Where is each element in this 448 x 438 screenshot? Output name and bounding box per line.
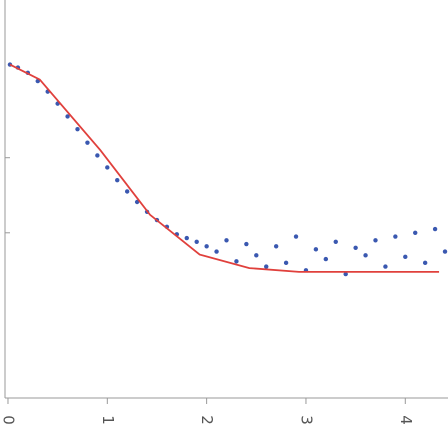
data-point bbox=[115, 178, 120, 183]
data-point bbox=[214, 249, 219, 254]
data-point bbox=[194, 239, 199, 245]
data-point bbox=[254, 253, 259, 258]
x-tick-label: 2 bbox=[198, 415, 216, 425]
data-point bbox=[184, 235, 189, 241]
x-tick-label: 1 bbox=[99, 415, 117, 425]
data-point bbox=[343, 271, 348, 277]
data-point bbox=[442, 249, 448, 254]
data-point bbox=[373, 238, 378, 243]
data-point bbox=[432, 226, 438, 232]
fit-line bbox=[9, 63, 440, 273]
data-point bbox=[422, 260, 428, 266]
data-point bbox=[204, 244, 209, 249]
data-point bbox=[333, 239, 338, 245]
data-point bbox=[413, 230, 418, 235]
data-point bbox=[244, 241, 249, 247]
data-point bbox=[273, 244, 279, 249]
data-point bbox=[283, 260, 289, 266]
data-point bbox=[313, 247, 319, 252]
x-tick-label: 0 bbox=[0, 415, 17, 425]
data-point bbox=[124, 189, 130, 194]
data-point bbox=[293, 234, 299, 239]
data-point bbox=[65, 114, 70, 119]
data-point bbox=[383, 264, 388, 269]
data-point bbox=[224, 238, 229, 243]
data-point bbox=[353, 245, 358, 251]
x-tick-label: 3 bbox=[297, 415, 315, 425]
data-point bbox=[264, 264, 269, 269]
data-point bbox=[393, 234, 398, 239]
x-tick-label: 4 bbox=[397, 415, 415, 425]
data-point bbox=[134, 199, 140, 205]
data-point bbox=[75, 126, 80, 132]
data-point bbox=[323, 256, 329, 262]
data-point bbox=[105, 165, 110, 170]
data-point bbox=[85, 140, 90, 145]
data-point bbox=[363, 253, 368, 258]
data-point bbox=[95, 153, 100, 158]
data-point bbox=[234, 259, 239, 264]
data-point bbox=[403, 254, 408, 260]
